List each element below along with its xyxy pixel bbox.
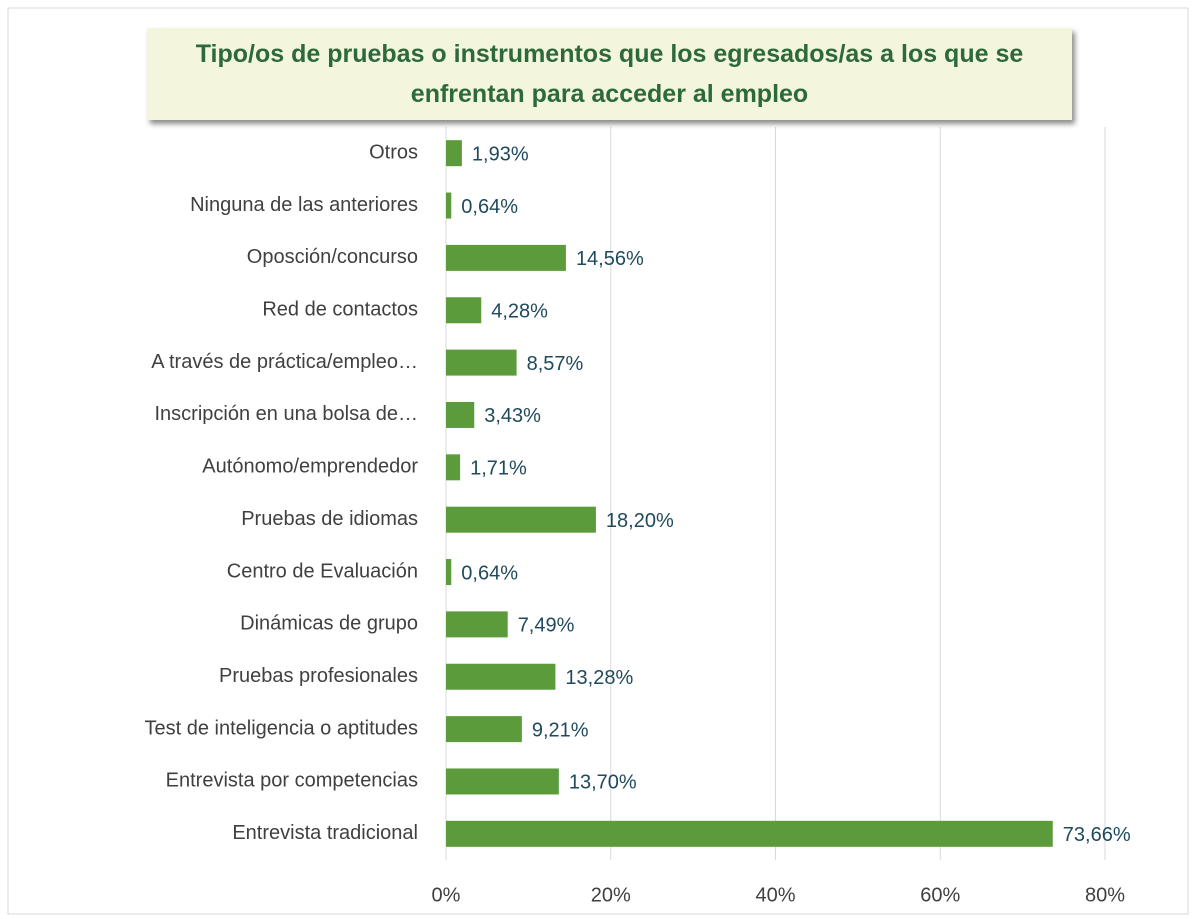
y-tick-label: Test de inteligencia o aptitudes <box>144 717 418 739</box>
value-label: 9,21% <box>532 719 589 741</box>
bar <box>446 454 461 481</box>
chart-title: Tipo/os de pruebas o instrumentos que lo… <box>147 28 1072 120</box>
y-tick-label: Oposción/concurso <box>247 246 418 268</box>
value-label: 0,64% <box>461 562 518 584</box>
y-tick-label: Red de contactos <box>262 299 418 321</box>
y-tick-label: Otros <box>369 141 418 163</box>
value-label: 8,57% <box>527 353 584 375</box>
bar <box>446 192 452 219</box>
y-tick-label: Ninguna de las anteriores <box>190 194 418 216</box>
value-label: 73,66% <box>1063 824 1131 846</box>
chart-border <box>7 7 1189 915</box>
bar <box>446 506 596 533</box>
x-tick-label: 20% <box>591 884 631 906</box>
bar <box>446 663 556 690</box>
value-label: 1,93% <box>472 143 529 165</box>
bar <box>446 140 462 167</box>
y-tick-label: Entrevista tradicional <box>232 822 418 844</box>
value-label: 3,43% <box>484 405 541 427</box>
y-tick-label: Autónomo/emprendedor <box>202 456 418 478</box>
value-label: 7,49% <box>518 615 575 637</box>
x-tick-label: 60% <box>920 884 960 906</box>
bar <box>446 559 452 586</box>
y-tick-label: Centro de Evaluación <box>227 560 418 582</box>
x-tick-label: 0% <box>432 884 461 906</box>
y-tick-label: Dinámicas de grupo <box>240 613 418 635</box>
y-tick-label: Pruebas profesionales <box>219 665 418 687</box>
y-tick-label: Inscripción en una bolsa de… <box>155 403 419 425</box>
bar <box>446 716 522 743</box>
value-label: 0,64% <box>461 196 518 218</box>
x-tick-label: 80% <box>1085 884 1125 906</box>
bar <box>446 401 475 428</box>
bar <box>446 244 566 271</box>
y-tick-label: Pruebas de idiomas <box>241 508 418 530</box>
bar <box>446 349 517 376</box>
y-tick-label: Entrevista por competencias <box>166 770 418 792</box>
value-label: 4,28% <box>491 301 548 323</box>
bar <box>446 820 1053 847</box>
value-label: 13,70% <box>569 772 637 794</box>
bar <box>446 768 559 795</box>
bar <box>446 611 508 638</box>
value-label: 13,28% <box>565 667 633 689</box>
value-label: 1,71% <box>470 458 527 480</box>
bar <box>446 297 482 324</box>
value-label: 18,20% <box>606 510 674 532</box>
y-tick-label: A través de práctica/empleo… <box>151 351 418 373</box>
x-tick-label: 40% <box>755 884 795 906</box>
value-label: 14,56% <box>576 248 644 270</box>
